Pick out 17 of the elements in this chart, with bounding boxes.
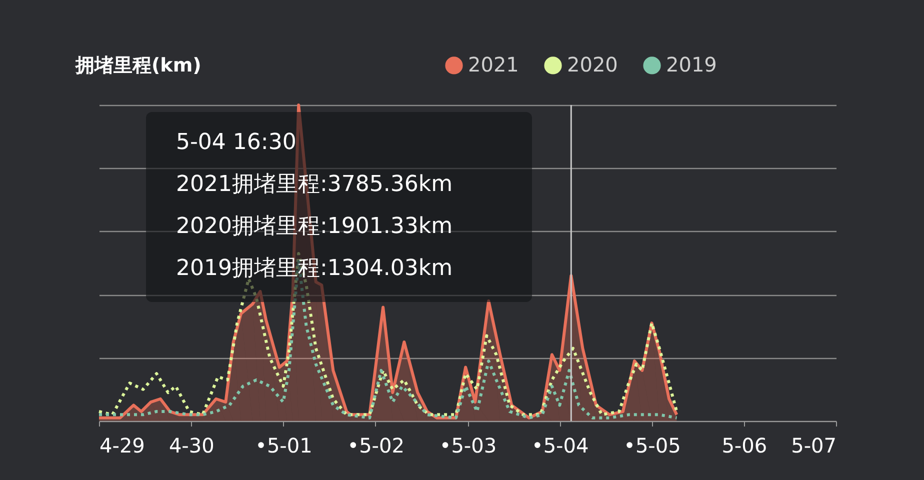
x-tick-label: 5-07 bbox=[791, 434, 836, 458]
annotation: 5-04 16:30 bbox=[176, 129, 298, 157]
x-tick-label: •5-03 bbox=[439, 434, 497, 458]
legend-label: 2019 bbox=[666, 52, 717, 76]
annotation: 2020拥堵里程:1901.33km bbox=[176, 213, 454, 241]
x-tick-label: 5-06 bbox=[722, 434, 768, 458]
x-tick-label: •5-01 bbox=[255, 434, 312, 458]
annotation: 2019拥堵里程:1304.03km bbox=[176, 255, 454, 283]
x-tick-label: •5-05 bbox=[624, 434, 681, 458]
annotation: 2021拥堵里程:3785.36km bbox=[176, 171, 454, 199]
legend-label: 2021 bbox=[468, 52, 519, 76]
y-axis-title: 拥堵里程(km) bbox=[74, 54, 202, 76]
legend-label: 2020 bbox=[567, 52, 618, 76]
x-tick-label: •5-04 bbox=[532, 434, 589, 458]
x-tick-label: 4-30 bbox=[168, 434, 214, 458]
x-tick-label: •5-02 bbox=[347, 434, 404, 458]
x-tick-label: 4-29 bbox=[100, 434, 145, 458]
